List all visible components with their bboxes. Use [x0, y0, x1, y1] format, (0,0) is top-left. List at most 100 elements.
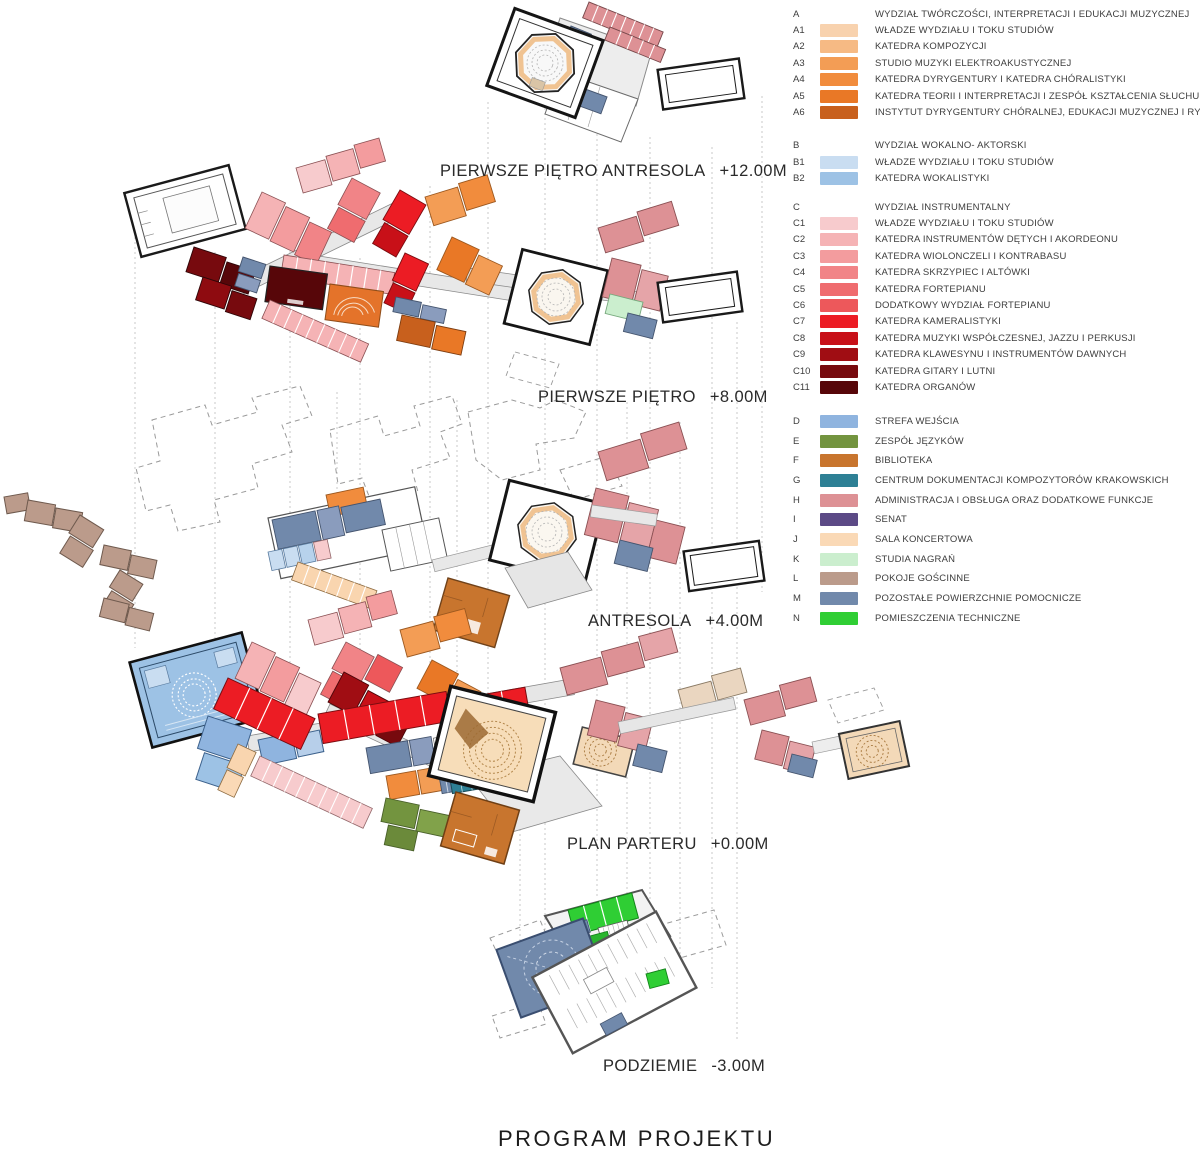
legend-group-a: A WYDZIAŁ TWÓRCZOŚCI, INTERPRETACJI I EDU…: [793, 6, 1200, 121]
admin-rooms-band: [582, 1, 664, 49]
legend-code: C5: [793, 283, 806, 295]
legend-swatch: [820, 380, 858, 394]
floor-elevation: +4.00M: [705, 612, 764, 630]
legend-swatch: [820, 8, 858, 21]
legend-group-b: B WYDZIAŁ WOKALNO- AKTORSKI B1 WŁADZE WYDZ…: [793, 138, 1195, 187]
legend-swatch: [820, 611, 858, 625]
legend-row: L POKOJE GOŚCINNE: [793, 569, 1195, 589]
legend-swatch: [820, 172, 858, 186]
legend-swatch: [820, 155, 858, 169]
legend-label: KATEDRA MUZYKI WSPÓŁCZESNEJ, JAZZU I PER…: [875, 332, 1136, 344]
legend-label: WŁADZE WYDZIAŁU I TOKU STUDIÓW: [875, 217, 1054, 229]
floor-name: ANTRESOLA: [588, 612, 692, 630]
legend-label: BIBLIOTEKA: [875, 455, 933, 467]
legend-label: SALA KONCERTOWA: [875, 534, 973, 546]
empty-shell-outline: [656, 57, 746, 111]
legend-code: A2: [793, 41, 805, 53]
legend-code: K: [793, 553, 800, 565]
legend-label: KATEDRA GITARY I LUTNI: [875, 365, 996, 377]
floor-elevation: +8.00M: [709, 388, 768, 406]
legend-label: WYDZIAŁ TWÓRCZOŚCI, INTERPRETACJI I EDUK…: [875, 8, 1190, 20]
legend-row: A2 KATEDRA KOMPOZYCJI: [793, 39, 1195, 55]
legend-code: C11: [793, 381, 810, 393]
concert-hall-mid: [502, 247, 610, 347]
legend-label: WŁADZE WYDZIAŁU I TOKU STUDIÓW: [875, 25, 1054, 37]
legend-code: C1: [793, 217, 806, 229]
floor-label-12: PIERWSZE PIĘTRO ANTRESOLA +12.00M: [440, 162, 787, 181]
floor-plan-parter-0: [127, 589, 911, 865]
legend-swatch: [820, 73, 858, 87]
legend-code: C: [793, 201, 800, 213]
concert-hall-antresola: [487, 478, 607, 586]
legend-swatch: [820, 331, 858, 345]
legend-row: B1 WŁADZE WYDZIAŁU I TOKU STUDIÓW: [793, 154, 1195, 170]
legend-row: C4 KATEDRA SKRZYPIEC I ALTÓWKI: [793, 264, 1195, 280]
legend-label: INSTYTUT DYRYGENTURY CHÓRALNEJ, EDUKACJI…: [875, 107, 1200, 119]
legend-label: WŁADZE WYDZIAŁU I TOKU STUDIÓW: [875, 156, 1054, 168]
concert-hall-top: [484, 6, 606, 120]
floor-elevation: +0.00M: [710, 835, 769, 853]
legend-label: KATEDRA KOMPOZYCJI: [875, 41, 987, 53]
legend-row: C6 DODATKOWY WYDZIAŁ FORTEPIANU: [793, 297, 1195, 313]
floor-elevation: -3.00M: [711, 1057, 766, 1075]
legend-label: DODATKOWY WYDZIAŁ FORTEPIANU: [875, 299, 1051, 311]
legend-swatch: [820, 533, 858, 547]
floor-name: PIERWSZE PIĘTRO ANTRESOLA: [440, 162, 706, 180]
legend-row: N POMIESZCZENIA TECHNICZNE: [793, 608, 1195, 628]
legend-row: A WYDZIAŁ TWÓRCZOŚCI, INTERPRETACJI I EDU…: [793, 6, 1195, 22]
legend-code: C3: [793, 250, 806, 262]
legend-swatch: [820, 56, 858, 70]
floor-label-4: ANTRESOLA +4.00M: [588, 612, 763, 631]
legend-code: A4: [793, 74, 805, 86]
legend-label: STREFA WEJŚCIA: [875, 415, 960, 427]
legend-swatch: [820, 282, 858, 296]
legend-swatch: [820, 249, 858, 263]
legend-row: C10 KATEDRA GITARY I LUTNI: [793, 363, 1195, 379]
parking-hall: [530, 910, 699, 1055]
legend-code: H: [793, 494, 800, 506]
legend-label: ADMINISTRACJA I OBSŁUGA ORAZ DODATKOWE F…: [875, 494, 1154, 506]
page-title: PROGRAM PROJEKTU: [498, 1126, 776, 1150]
legend-code: G: [793, 475, 801, 486]
legend-code: E: [793, 435, 800, 447]
legend-row: E ZESPÓŁ JĘZYKÓW: [793, 431, 1195, 451]
floor-name: PIERWSZE PIĘTRO: [538, 388, 696, 406]
legend-row: H ADMINISTRACJA I OBSŁUGA ORAZ DODATKOWE …: [793, 490, 1195, 510]
legend-swatch: [820, 434, 858, 448]
legend-swatch: [820, 552, 858, 566]
floor-elevation: +12.00M: [719, 162, 787, 180]
legend-label: KATEDRA ORGANÓW: [875, 381, 976, 393]
legend-label: KATEDRA KAMERALISTYKI: [875, 316, 1001, 328]
legend-label: KATEDRA SKRZYPIEC I ALTÓWKI: [875, 267, 1030, 279]
legend-code: M: [793, 593, 801, 605]
legend-code: L: [793, 573, 799, 585]
legend-swatch: [820, 24, 858, 38]
program-legend: A WYDZIAŁ TWÓRCZOŚCI, INTERPRETACJI I EDU…: [793, 6, 1200, 628]
legend-row: A5 KATEDRA TEORII I INTERPRETACJI I ZESPÓ…: [793, 88, 1199, 104]
white-building-shell: [122, 163, 248, 259]
floor-label-8: PIERWSZE PIĘTRO +8.00M: [538, 388, 768, 407]
legend-label: KATEDRA KLAWESYNU I INSTRUMENTÓW DAWNYCH: [875, 349, 1127, 361]
chamber-music-red-band: [212, 677, 316, 751]
legend-row: A1 WŁADZE WYDZIAŁU I TOKU STUDIÓW: [793, 22, 1195, 38]
legend-label: KATEDRA FORTEPIANU: [875, 283, 986, 295]
legend-code: C2: [793, 234, 806, 246]
legend-swatch: [820, 513, 858, 527]
legend-label: WYDZIAŁ INSTRUMENTALNY: [875, 201, 1011, 213]
legend-row: M POZOSTAŁE POWIERZCHNIE POMOCNICZE: [793, 589, 1195, 609]
legend-row: B WYDZIAŁ WOKALNO- AKTORSKI: [793, 138, 1195, 154]
legend-label: ZESPÓŁ JĘZYKÓW: [875, 435, 964, 447]
legend-swatch: [820, 139, 858, 152]
legend-row: C3 KATEDRA WIOLONCZELI I KONTRABASU: [793, 248, 1195, 264]
legend-label: STUDIA NAGRAŃ: [875, 553, 956, 565]
legend-code: B2: [793, 173, 805, 185]
legend-code: A3: [793, 57, 805, 69]
legend-row: B2 KATEDRA WOKALISTYKI: [793, 171, 1195, 187]
legend-code: A6: [793, 107, 805, 119]
legend-label: STUDIO MUZYKI ELEKTROAKUSTYCZNEJ: [875, 57, 1072, 69]
legend-code: D: [793, 415, 800, 427]
legend-label: KATEDRA INSTRUMENTÓW DĘTYCH I AKORDEONU: [875, 234, 1119, 246]
legend-swatch: [820, 298, 858, 312]
legend-code: C6: [793, 299, 806, 311]
legend-swatch: [820, 592, 858, 606]
